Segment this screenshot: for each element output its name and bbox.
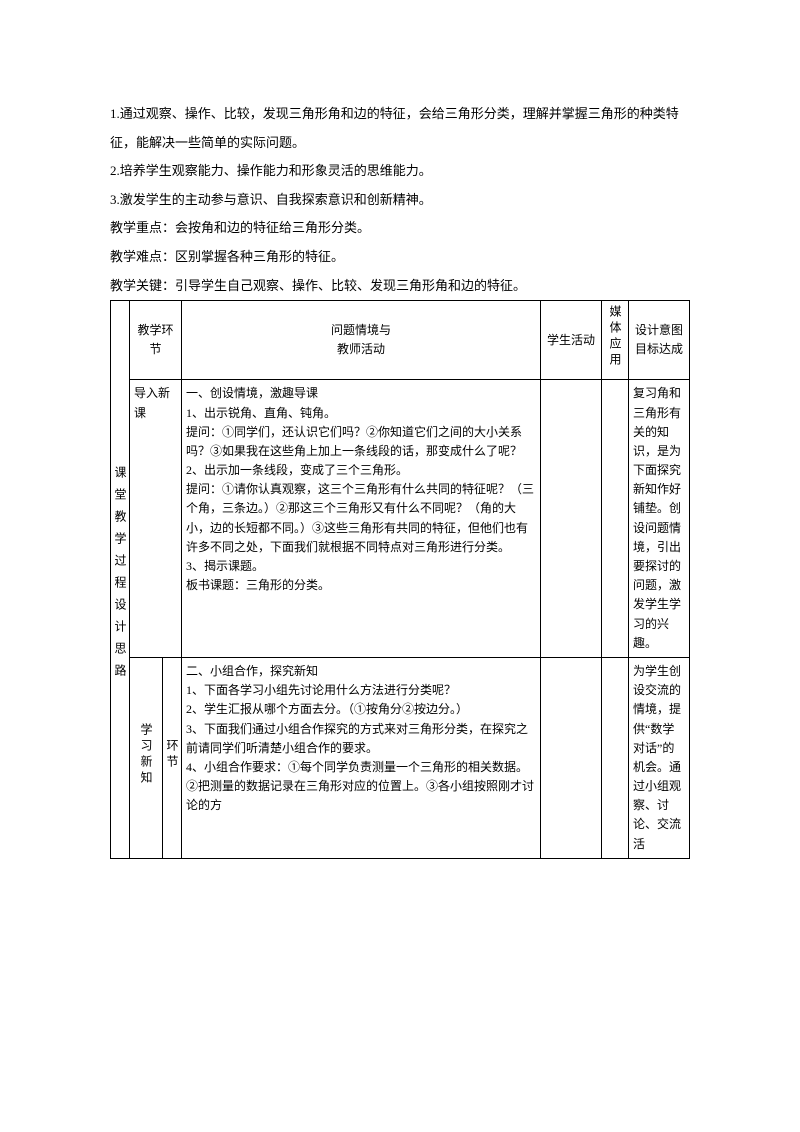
- media-cell-intro: [602, 380, 629, 658]
- header-media-text: 媒体应用: [609, 305, 621, 369]
- objective-1: 1.通过观察、操作、比较，发现三角形角和边的特征，会给三角形分类，理解并掌握三角…: [110, 100, 690, 157]
- header-design-line2: 目标达成: [635, 342, 683, 356]
- phase-cell-intro: 导入新课: [130, 380, 182, 658]
- content-cell-intro: 一、创设情境，激趣导课 1、出示锐角、直角、钝角。 提问：①同学们，还认识它们吗…: [182, 380, 541, 658]
- content-cell-learn: 二、小组合作，探究新知 1、下面各学习小组先讨论用什么方法进行分类呢？ 2、学生…: [182, 657, 541, 858]
- student-cell-learn: [541, 657, 602, 858]
- sidebar-cell: 课堂教学过程设计思路: [111, 301, 130, 859]
- header-design: 设计意图 目标达成: [629, 301, 690, 380]
- objective-2: 2.培养学生观察能力、操作能力和形象灵活的思维能力。: [110, 157, 690, 186]
- table-row: 学习新知 环节 二、小组合作，探究新知 1、下面各学习小组先讨论用什么方法进行分…: [111, 657, 690, 858]
- header-activity: 问题情境与 教师活动: [182, 301, 541, 380]
- header-activity-line2: 教师活动: [337, 342, 385, 356]
- header-design-line1: 设计意图: [635, 323, 683, 337]
- subphase-text: 环节: [166, 739, 178, 771]
- subphase-cell: 环节: [163, 657, 182, 858]
- teaching-focus: 教学重点：会按角和边的特征给三角形分类。: [110, 214, 690, 243]
- teaching-key: 教学关键：引导学生自己观察、操作、比较、发现三角形角和边的特征。: [110, 272, 690, 301]
- objective-3: 3.激发学生的主动参与意识、自我探索意识和创新精神。: [110, 186, 690, 215]
- header-activity-line1: 问题情境与: [331, 323, 391, 337]
- student-cell-intro: [541, 380, 602, 658]
- phase-learn-text: 学习新知: [140, 723, 152, 787]
- table-row: 导入新课 一、创设情境，激趣导课 1、出示锐角、直角、钝角。 提问：①同学们，还…: [111, 380, 690, 658]
- header-phase: 教学环节: [130, 301, 182, 380]
- table-header-row: 课堂教学过程设计思路 教学环节 问题情境与 教师活动 学生活动 媒体应用 设计意…: [111, 301, 690, 380]
- header-media: 媒体应用: [602, 301, 629, 380]
- teaching-difficulty: 教学难点：区别掌握各种三角形的特征。: [110, 243, 690, 272]
- header-student: 学生活动: [541, 301, 602, 380]
- media-cell-learn: [602, 657, 629, 858]
- design-cell-learn: 为学生创设交流的情境，提供“数学对话”的机会。通过小组观察、讨论、交流活: [629, 657, 690, 858]
- sidebar-label: 课堂教学过程设计思路: [114, 466, 126, 686]
- lesson-plan-table: 课堂教学过程设计思路 教学环节 问题情境与 教师活动 学生活动 媒体应用 设计意…: [110, 300, 690, 859]
- page-container: 1.通过观察、操作、比较，发现三角形角和边的特征，会给三角形分类，理解并掌握三角…: [0, 0, 800, 909]
- design-cell-intro: 复习角和三角形有关的知识，是为下面探究新知作好铺垫。创设问题情境，引出要探讨的问…: [629, 380, 690, 658]
- phase-cell-learn: 学习新知: [130, 657, 163, 858]
